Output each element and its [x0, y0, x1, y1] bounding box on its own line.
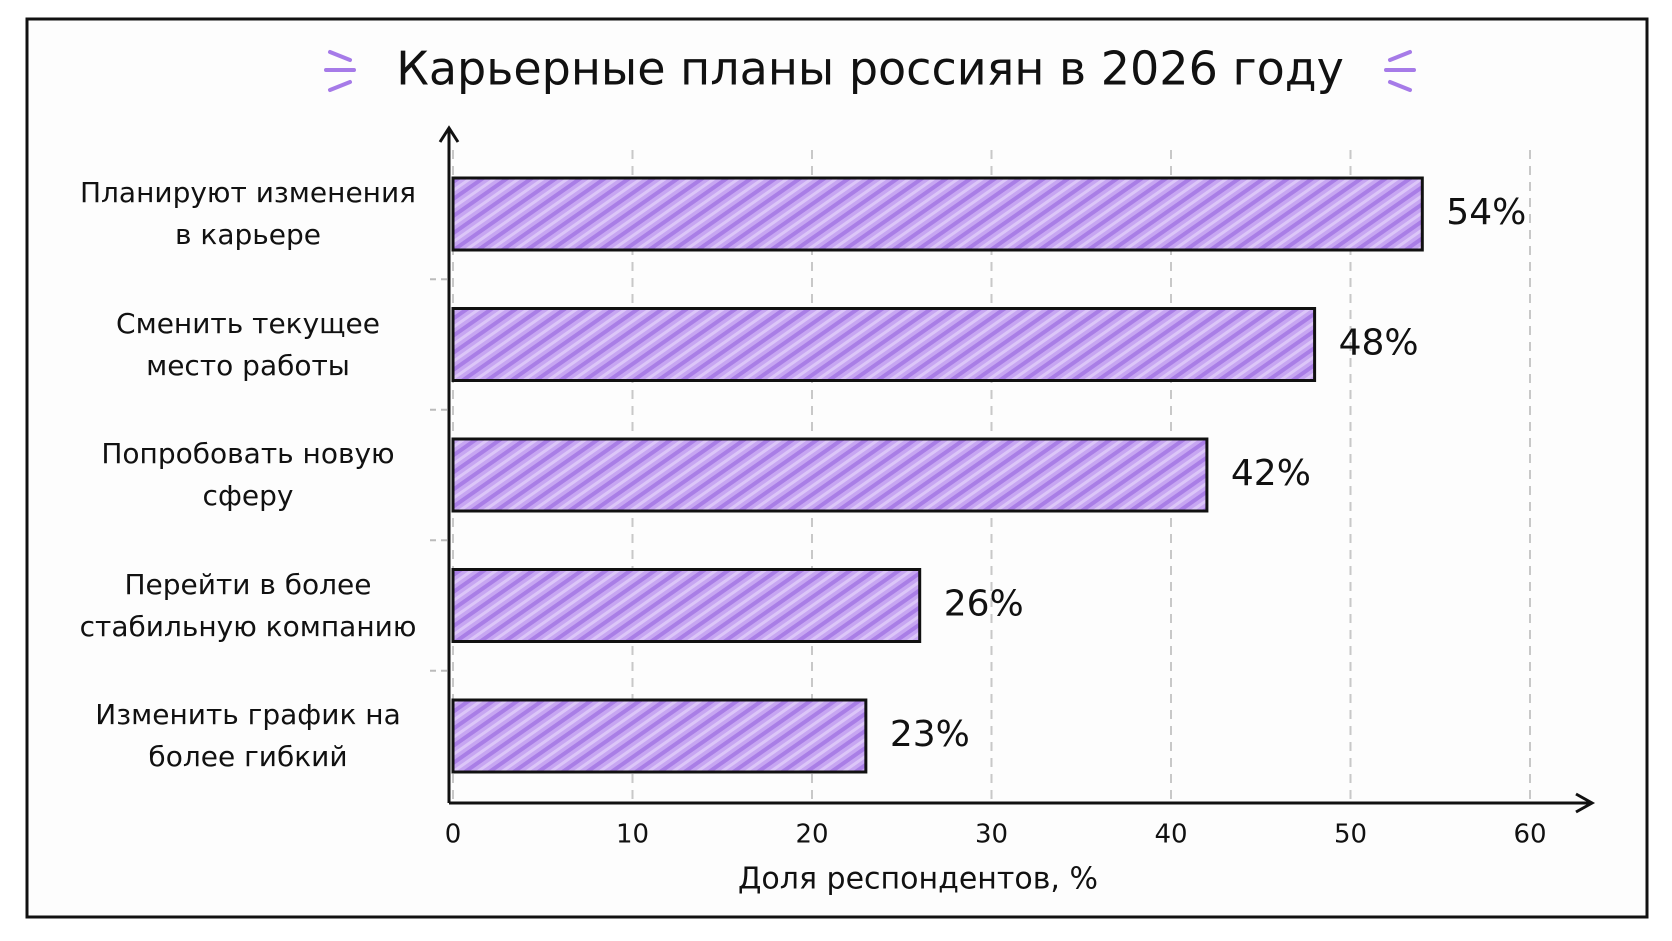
title-decor: [324, 50, 1416, 92]
y-tick-label: Изменить график на более гибкий: [95, 698, 401, 773]
bar: [451, 698, 868, 774]
x-tick-label: 0: [445, 820, 462, 850]
value-label: 26%: [944, 584, 1024, 625]
x-tick-label: 60: [1513, 820, 1546, 850]
bar: [451, 307, 1317, 382]
bar: [451, 176, 1424, 252]
x-tick-label: 40: [1154, 820, 1187, 850]
chart-title: Карьерные планы россиян в 2026 году: [396, 42, 1344, 96]
bar: [451, 568, 922, 643]
x-tick-label: 30: [975, 820, 1008, 850]
value-label: 54%: [1446, 192, 1526, 233]
x-axis: [449, 792, 1596, 814]
y-tick-label: Перейти в более стабильную компанию: [79, 567, 417, 643]
y-tick-label: Попробовать новую сферу: [101, 437, 395, 512]
bar: [451, 437, 1209, 513]
plot: 0 10 20 30 40 50 60 54% 48% 42% 26% 23%: [430, 150, 1547, 850]
value-label: 42%: [1231, 453, 1311, 494]
value-label: 23%: [890, 714, 970, 755]
x-tick-label: 10: [616, 820, 649, 850]
value-label: 48%: [1339, 323, 1419, 364]
x-axis-label: Доля респондентов, %: [738, 862, 1098, 897]
y-tick-label: Планируют изменения в карьере: [79, 176, 417, 251]
y-axis: [438, 125, 460, 803]
x-tick-label: 50: [1334, 820, 1367, 850]
y-tick-label: Сменить текущее место работы: [116, 306, 380, 382]
x-tick-label: 20: [795, 820, 828, 850]
